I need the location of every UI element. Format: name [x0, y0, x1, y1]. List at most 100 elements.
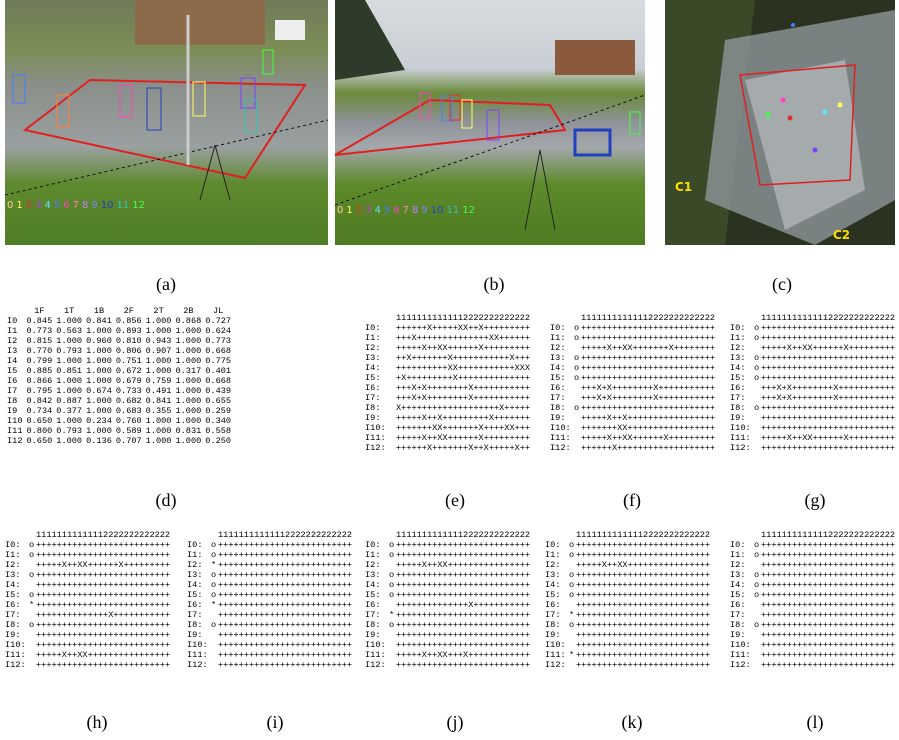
person-box — [462, 100, 472, 128]
row-marker: o — [389, 570, 396, 580]
row-marker: o — [569, 550, 576, 560]
point — [788, 116, 793, 121]
row-pattern: ++++++++++++++++++++++++++ — [761, 620, 895, 630]
table-row: I90.7340.3771.0000.6830.3551.0000.259 — [5, 406, 233, 416]
table-cell: 0.773 — [24, 326, 54, 336]
row-marker: * — [29, 600, 36, 610]
tree — [335, 0, 405, 80]
grid-row: I3:o++++++++++++++++++++++++++ — [730, 353, 895, 363]
table-cell: I7 — [5, 386, 24, 396]
grid-row: I12:++++++X+++++++X++X+++++X++ — [365, 443, 530, 453]
row-pattern: ++++++++++++++++++++++++++ — [36, 600, 170, 610]
table-cell: 1.000 — [54, 336, 84, 346]
grid-row: I11:*++++++++++++++++++++++++++ — [545, 650, 710, 660]
table-cell: I4 — [5, 356, 24, 366]
row-label: I2: — [730, 560, 754, 570]
row-pattern: ++++++++++++++++++++++++++ — [218, 570, 352, 580]
row-label: I1: — [5, 550, 29, 560]
row-pattern: ++++++++++++++++++++++++++ — [761, 443, 895, 453]
table-cell: 1.000 — [84, 406, 114, 416]
caption: (i) — [267, 712, 284, 733]
row-label: I9: — [730, 413, 754, 423]
legend-label: 4 — [375, 205, 381, 216]
grid-row: I6:++++++++++++++++++++++++++ — [730, 600, 895, 610]
table-cell: 0.317 — [173, 366, 203, 376]
row-label: I5: — [365, 373, 389, 383]
row-label: I3: — [730, 570, 754, 580]
table-cell: I5 — [5, 366, 24, 376]
row-pattern: ++++++++++++++++++++++++++ — [576, 650, 710, 660]
table-cell: 1.000 — [144, 366, 174, 376]
row-pattern: +++X+X++++++++X+++++++++++ — [761, 383, 895, 393]
row-label: I7: — [5, 610, 29, 620]
grid-row: I3:++X+++++++X+++++++++++X+++ — [365, 353, 530, 363]
grid-row: I12:++++++++++++++++++++++++++ — [365, 660, 530, 670]
grid-row: I6:+++X+X++++++++X+++++++++++ — [730, 383, 895, 393]
row-pattern: +++++++XX+++++++++++++++++ — [581, 423, 715, 433]
grid-row: I10:+++++++XX+++++++X++++XX+++ — [365, 423, 530, 433]
row-label: I3: — [5, 570, 29, 580]
caption: (c) — [772, 274, 792, 295]
table-cell: 0.733 — [114, 386, 144, 396]
caption: (l) — [807, 712, 824, 733]
row-marker: o — [211, 540, 218, 550]
row-marker: o — [574, 363, 581, 373]
table-cell: 0.800 — [24, 426, 54, 436]
row-label: I12: — [550, 443, 574, 453]
row-label: I5: — [730, 373, 754, 383]
header-cell: JL — [203, 306, 233, 316]
grid-row: I0:o++++++++++++++++++++++++++ — [730, 323, 895, 333]
row-marker: o — [211, 580, 218, 590]
table-cell: I0 — [5, 316, 24, 326]
tripod — [525, 150, 540, 230]
row-pattern: ++++++++++++++++++++++++++ — [761, 630, 895, 640]
row-label: I6: — [187, 600, 211, 610]
grid-row: I4:o++++++++++++++++++++++++++ — [187, 580, 352, 590]
row-marker: * — [389, 610, 396, 620]
table-cell: 0.799 — [24, 356, 54, 366]
table-cell: 0.810 — [114, 336, 144, 346]
row-pattern: ++++++++++++++++++++++++++ — [581, 363, 715, 373]
grid-row: I9:+++++X++X+++++++++X+++++++ — [365, 413, 530, 423]
table-cell: 1.000 — [173, 386, 203, 396]
building — [555, 40, 635, 75]
grid-row: I7:*++++++++++++++++++++++++++ — [365, 610, 530, 620]
table-cell: I10 — [5, 416, 24, 426]
row-marker: o — [754, 570, 761, 580]
row-label: I10: — [730, 640, 754, 650]
row-marker: o — [29, 540, 36, 550]
row-pattern: ++++++++++++++++++++++++++ — [36, 540, 170, 550]
row-label: I0: — [545, 540, 569, 550]
row-pattern: +++X+X++++++++X+++++++++++ — [396, 383, 530, 393]
row-marker: o — [754, 550, 761, 560]
row-label: I0: — [365, 540, 389, 550]
match-grid: 11111111111112222222222222I0:o++++++++++… — [365, 530, 530, 670]
row-label: I6: — [365, 383, 389, 393]
grid-header: 11111111111112222222222222 — [550, 313, 715, 323]
caption: (a) — [156, 274, 176, 295]
table-cell: 0.845 — [24, 316, 54, 326]
row-label: I12: — [730, 660, 754, 670]
legend-label: 7 — [403, 205, 409, 216]
row-label: I9: — [550, 413, 574, 423]
match-grid: 11111111111112222222222222I0:++++++X++++… — [365, 313, 530, 453]
table-cell: 1.000 — [84, 376, 114, 386]
row-label: I9: — [5, 630, 29, 640]
table-cell: 0.650 — [24, 416, 54, 426]
table-cell: 1.000 — [173, 436, 203, 446]
person-box — [120, 85, 132, 117]
table-cell: 0.136 — [84, 436, 114, 446]
header-cell: 1F — [24, 306, 54, 316]
row-label: I4: — [730, 580, 754, 590]
grid-header-text: 11111111111112222222222222 — [396, 313, 530, 323]
table-cell: 1.000 — [144, 416, 174, 426]
van — [275, 20, 305, 40]
row-label: I1: — [365, 333, 389, 343]
row-pattern: ++++++++++++++++++++++++++ — [396, 590, 530, 600]
grid-row: I1:o++++++++++++++++++++++++++ — [730, 550, 895, 560]
table-cell: 0.866 — [24, 376, 54, 386]
row-pattern: ++++++++++++++++++++++++++ — [396, 630, 530, 640]
table-cell: I11 — [5, 426, 24, 436]
